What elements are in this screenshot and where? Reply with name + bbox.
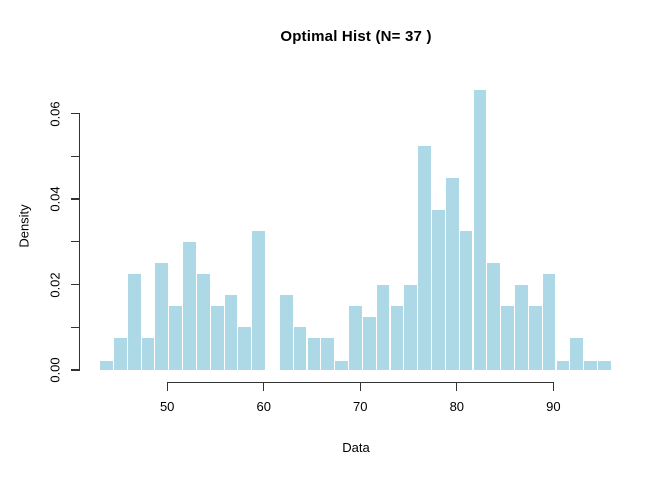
histogram-bar xyxy=(556,361,570,370)
histogram-bar xyxy=(307,337,321,370)
histogram-bar xyxy=(473,89,487,370)
y-axis-title: Density xyxy=(16,204,32,248)
x-axis-tick xyxy=(552,382,554,391)
y-tick-label: 0.06 xyxy=(47,100,63,127)
y-axis-line xyxy=(79,113,81,370)
y-axis-tick xyxy=(70,369,80,371)
y-axis-tick xyxy=(70,155,80,157)
histogram-bar xyxy=(321,337,335,370)
histogram-bar xyxy=(114,337,127,370)
histogram-bar xyxy=(252,231,265,370)
histogram-bar xyxy=(515,284,528,370)
histogram-bar xyxy=(349,305,362,370)
histogram-bar xyxy=(404,284,418,370)
histogram-bar xyxy=(390,305,404,370)
histogram-bar xyxy=(597,361,611,370)
x-axis-title: Data xyxy=(342,440,370,455)
x-tick-label: 50 xyxy=(159,399,175,414)
x-axis-tick xyxy=(359,382,361,391)
histogram-bar xyxy=(418,145,431,370)
histogram-bar xyxy=(528,305,542,370)
histogram-bar xyxy=(293,327,307,370)
x-tick-label: 80 xyxy=(449,399,465,414)
x-tick-label: 90 xyxy=(546,399,561,414)
x-axis-tick xyxy=(166,382,168,391)
histogram-bar xyxy=(141,337,155,370)
histogram-bar xyxy=(224,295,238,370)
histogram-bar xyxy=(570,337,584,370)
y-tick-label: 0.04 xyxy=(47,186,63,212)
histogram-bar xyxy=(542,273,556,370)
histogram-bar xyxy=(155,263,169,370)
histogram-bar xyxy=(362,316,376,370)
y-axis-tick xyxy=(70,198,80,200)
histogram-bar xyxy=(279,295,293,370)
histogram-bar xyxy=(445,177,459,370)
histogram-bar xyxy=(238,327,252,370)
y-axis-tick xyxy=(70,283,80,286)
histogram-bar xyxy=(169,305,183,370)
y-axis-tick xyxy=(70,326,80,328)
x-axis-tick xyxy=(456,382,458,391)
histogram-bar xyxy=(584,361,597,370)
histogram-bar xyxy=(459,231,473,370)
histogram-bar xyxy=(100,361,113,370)
y-axis-tick xyxy=(70,112,80,115)
x-axis-tick xyxy=(263,382,265,391)
y-axis-tick xyxy=(70,241,80,243)
histogram-bar xyxy=(501,305,514,370)
histogram-bar xyxy=(432,209,445,370)
histogram-bar xyxy=(196,273,210,370)
histogram-bar xyxy=(335,361,348,370)
chart-title: Optimal Hist (N= 37 ) xyxy=(280,28,432,45)
y-tick-label: 0.02 xyxy=(47,271,63,298)
histogram-bar xyxy=(127,273,141,370)
histogram-bar xyxy=(487,263,501,370)
histogram-bar xyxy=(210,305,224,370)
y-tick-label: 0.00 xyxy=(47,357,63,383)
histogram-bar xyxy=(183,241,196,370)
histogram-bar xyxy=(376,284,390,370)
x-tick-label: 60 xyxy=(256,399,271,414)
x-tick-label: 70 xyxy=(353,399,368,414)
